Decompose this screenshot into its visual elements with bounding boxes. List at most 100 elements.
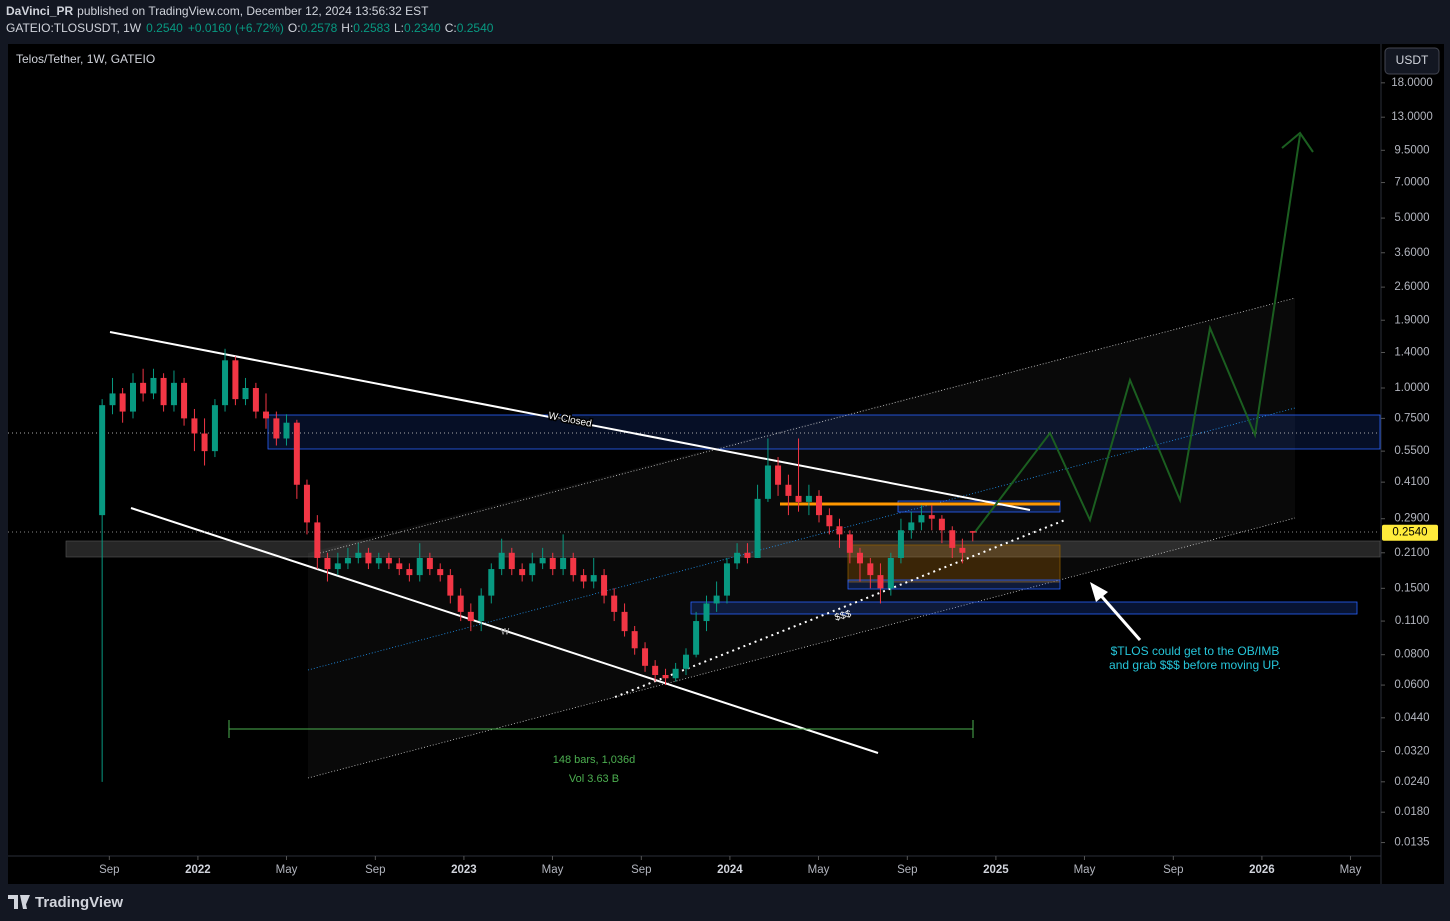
dotted-trendline — [614, 519, 1066, 698]
candle-body — [457, 595, 464, 612]
legend-item: 0.2540 — [146, 21, 183, 35]
candle-body — [672, 668, 679, 679]
candle-body — [754, 498, 761, 558]
y-tick-label: 1.0000 — [1394, 382, 1429, 394]
candle-body — [856, 552, 863, 564]
candle-body — [826, 515, 833, 527]
x-tick-label: 2024 — [717, 864, 743, 876]
candle-body — [621, 611, 628, 632]
price-tag-label: 0.2540 — [1392, 527, 1427, 539]
candle-body — [590, 575, 597, 582]
legend-item: 0.2583 — [353, 21, 390, 35]
x-tick-label: May — [1340, 864, 1362, 876]
candle-body — [334, 563, 341, 570]
candle-body — [181, 382, 188, 419]
candle-body — [652, 665, 659, 676]
legend-item: C: — [445, 21, 457, 35]
candle-body — [611, 595, 618, 612]
projection-arrow — [1281, 131, 1314, 153]
legend-item: +0.0160 (+6.72%) — [188, 21, 284, 35]
candle-body — [662, 675, 669, 679]
candle-body — [744, 552, 751, 558]
y-tick-label: 0.0240 — [1394, 776, 1429, 788]
candle-body — [959, 547, 966, 553]
candle-body — [478, 595, 485, 622]
symbol-legend: GATEIO:TLOSUSDT, 1W 0.2540 +0.0160 (+6.72%… — [6, 21, 494, 35]
candle-body — [355, 552, 362, 558]
channel-mid — [307, 407, 1296, 671]
projection — [974, 134, 1301, 533]
candle-body — [150, 377, 157, 394]
liquidity-box — [690, 601, 1358, 615]
trendline — [130, 507, 879, 754]
candle-body — [344, 557, 351, 564]
currency-label[interactable]: USDT — [1396, 53, 1429, 67]
legend-item: L: — [394, 21, 404, 35]
candle-body — [467, 611, 474, 622]
legend-item: GATEIO:TLOSUSDT, 1W — [6, 21, 142, 35]
x-tick-label: 2023 — [451, 864, 477, 876]
y-tick-label: 3.6000 — [1394, 247, 1429, 259]
publish-info: published on TradingView.com, December 1… — [77, 4, 429, 18]
candle-body — [519, 569, 526, 576]
y-tick-label: 0.0320 — [1394, 745, 1429, 757]
candle-body — [887, 557, 894, 589]
y-tick-label: 18.0000 — [1391, 77, 1433, 89]
candle-body — [816, 495, 823, 516]
candle-body — [549, 557, 556, 570]
time-axis — [8, 856, 1381, 884]
candle-body — [775, 465, 782, 485]
candle-body — [560, 557, 567, 570]
candle-body — [262, 411, 269, 419]
author: DaVinci_PR — [6, 4, 73, 18]
x-tick-label: Sep — [631, 864, 651, 876]
logo-icon — [8, 895, 30, 909]
y-tick-label: 0.0800 — [1394, 649, 1429, 661]
y-tick-label: 13.0000 — [1391, 111, 1433, 123]
candle-body — [867, 563, 874, 576]
candle-body — [283, 422, 290, 439]
legend-item: 0.2340 — [404, 21, 441, 35]
y-tick-label: 1.9000 — [1394, 314, 1429, 326]
price-tag — [1382, 524, 1438, 541]
candle-body — [631, 631, 638, 649]
candle-body — [683, 654, 690, 669]
trendline — [109, 331, 1031, 511]
candle-body — [938, 518, 945, 531]
channel-lower — [307, 517, 1296, 779]
candle-body — [109, 393, 116, 406]
candle-body — [211, 405, 218, 452]
candle-body — [375, 557, 382, 564]
candle-body — [570, 557, 577, 576]
candle-body — [385, 557, 392, 564]
candle-body — [191, 418, 198, 434]
candle-body — [918, 515, 925, 523]
legend-item: 0.2540 — [457, 21, 494, 35]
arrow-head — [1090, 582, 1108, 602]
candle-body — [119, 393, 126, 412]
x-tick-label: Sep — [1163, 864, 1183, 876]
candle-body — [252, 388, 259, 412]
arrow — [1094, 589, 1142, 641]
candle-body — [734, 552, 741, 564]
price-axis — [1381, 44, 1444, 884]
candle-body — [416, 557, 423, 576]
x-tick-label: May — [276, 864, 298, 876]
annotation: $$$ — [834, 609, 853, 624]
y-tick-label: 0.1500 — [1394, 582, 1429, 594]
publish-line: DaVinci_PR published on TradingView.com, … — [6, 4, 429, 18]
y-tick-label: 0.0600 — [1394, 679, 1429, 691]
x-tick-label: Sep — [99, 864, 119, 876]
y-tick-label: 1.4000 — [1394, 347, 1429, 359]
y-tick-label: 7.0000 — [1394, 177, 1429, 189]
candle-body — [129, 382, 136, 412]
candle-body — [642, 648, 649, 666]
candle-body — [437, 569, 444, 576]
candle-body — [426, 557, 433, 570]
x-tick-label: May — [542, 864, 564, 876]
brand-logo: TradingView — [8, 894, 123, 911]
currency-button[interactable] — [1384, 47, 1440, 75]
candle-body — [969, 531, 976, 533]
candle-body — [293, 422, 300, 485]
